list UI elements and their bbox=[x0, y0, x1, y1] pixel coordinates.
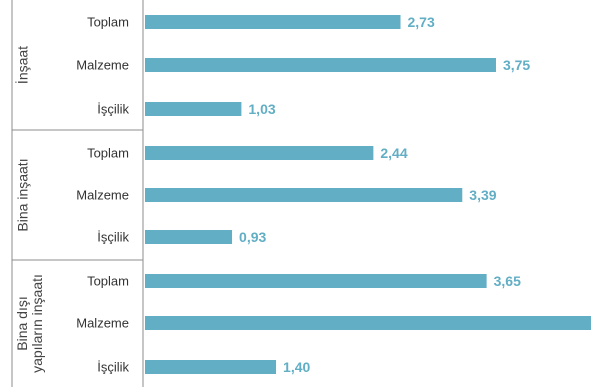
bar bbox=[145, 146, 374, 160]
bar bbox=[145, 230, 233, 244]
value-label: 3,65 bbox=[494, 273, 521, 289]
category-label: Toplam bbox=[87, 146, 129, 161]
value-label: 3,39 bbox=[469, 187, 496, 203]
group-label-line: Bina dışı bbox=[14, 296, 30, 350]
category-label: İşçilik bbox=[97, 230, 129, 245]
bar bbox=[145, 274, 487, 288]
category-label: Malzeme bbox=[76, 58, 129, 73]
bar bbox=[145, 102, 242, 116]
value-label: 1,40 bbox=[283, 359, 310, 375]
group-label: Bina dışıyapıların inşaatı bbox=[14, 274, 45, 373]
value-label: 1,03 bbox=[248, 101, 275, 117]
category-label: İşçilik bbox=[97, 102, 129, 117]
category-label: Toplam bbox=[87, 274, 129, 289]
category-label: İşçilik bbox=[97, 360, 129, 375]
category-label: Malzeme bbox=[76, 316, 129, 331]
bar bbox=[145, 360, 277, 374]
value-label: 2,73 bbox=[408, 14, 435, 30]
group-label-line: yapıların inşaatı bbox=[29, 274, 45, 373]
bar bbox=[145, 58, 496, 72]
bar bbox=[145, 188, 463, 202]
category-label: Malzeme bbox=[76, 188, 129, 203]
group-label: Bina inşaatı bbox=[15, 158, 31, 231]
category-label: Toplam bbox=[87, 15, 129, 30]
bar bbox=[145, 15, 401, 29]
value-label: 2,44 bbox=[380, 145, 407, 161]
value-label: 3,75 bbox=[503, 57, 530, 73]
bar bbox=[145, 316, 591, 330]
value-label: 0,93 bbox=[239, 229, 266, 245]
group-label: İnşaat bbox=[14, 46, 31, 84]
